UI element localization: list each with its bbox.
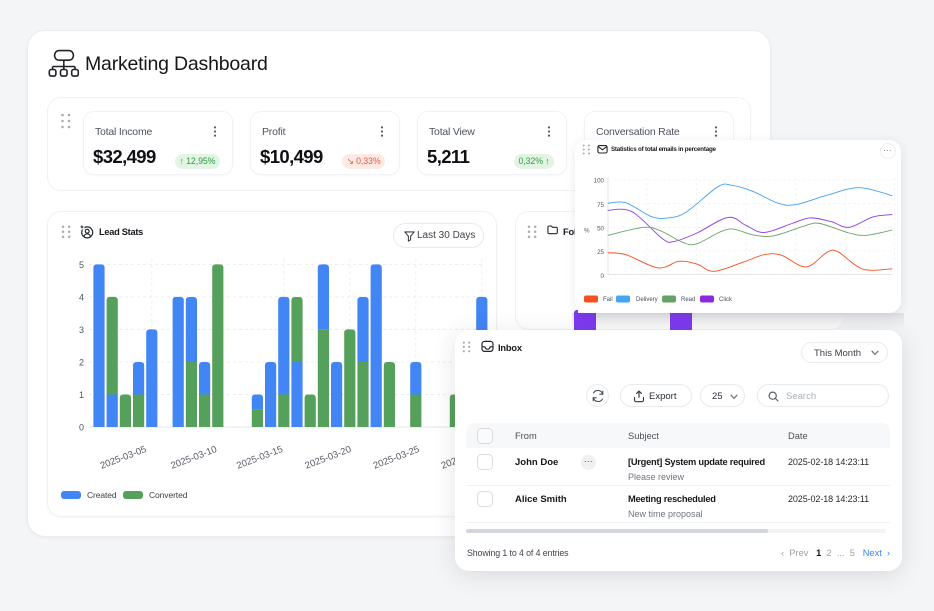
svg-text:Fail: Fail	[603, 297, 613, 303]
svg-text:2025-03-20: 2025-03-20	[304, 444, 353, 472]
svg-text:0: 0	[601, 273, 605, 280]
svg-text:2025-03-15: 2025-03-15	[235, 444, 284, 472]
svg-text:Read: Read	[681, 297, 695, 303]
svg-text:100: 100	[594, 178, 605, 185]
svg-text:Delivery: Delivery	[636, 297, 658, 303]
svg-text:2025-03-05: 2025-03-05	[99, 444, 148, 472]
svg-text:Click: Click	[719, 297, 733, 303]
svg-text:2025-03-10: 2025-03-10	[169, 444, 218, 472]
svg-text:3: 3	[79, 325, 84, 335]
svg-text:75: 75	[597, 202, 604, 209]
svg-text:0: 0	[79, 423, 84, 433]
svg-text:5: 5	[79, 260, 84, 270]
svg-text:%: %	[584, 228, 590, 235]
svg-text:50: 50	[597, 226, 604, 233]
svg-text:2: 2	[79, 358, 84, 368]
svg-text:25: 25	[597, 249, 604, 256]
svg-text:2025-03-25: 2025-03-25	[372, 444, 421, 472]
svg-text:1: 1	[79, 390, 84, 400]
svg-text:4: 4	[79, 292, 84, 302]
